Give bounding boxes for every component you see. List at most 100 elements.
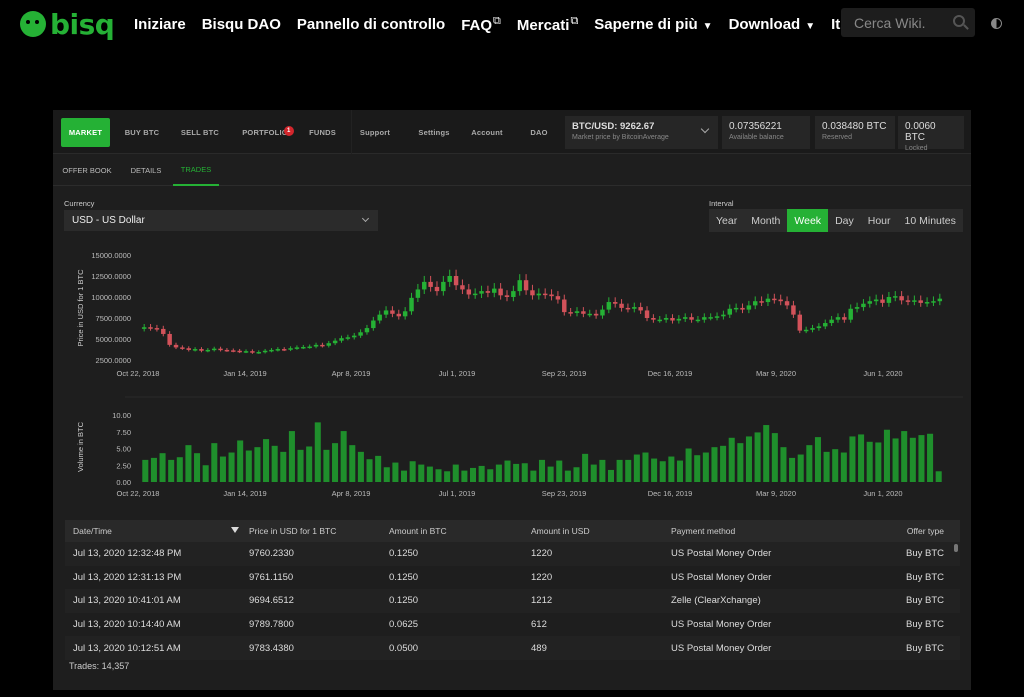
interval-week[interactable]: Week (787, 209, 829, 232)
candle (899, 296, 904, 301)
nav-item-mercati[interactable]: Mercati⧉ (517, 15, 578, 34)
interval-year[interactable]: Year (716, 214, 738, 227)
nav-item-iniziare[interactable]: Iniziare (134, 16, 186, 33)
column-header-amount-in-btc[interactable]: Amount in BTC (389, 526, 447, 536)
column-header-price-in-usd-for-1-btc[interactable]: Price in USD for 1 BTC (249, 526, 337, 536)
table-cell-payment-method: US Postal Money Order (671, 642, 772, 654)
volume-bar (633, 454, 640, 482)
interval-month[interactable]: Month (751, 214, 781, 227)
candle (657, 319, 662, 322)
candle (606, 302, 612, 310)
candle (275, 349, 281, 351)
table-row[interactable]: Jul 13, 2020 10:12:51 AM 9783.4380 0.0500 4… (65, 636, 960, 660)
nav-item-label: It (831, 15, 841, 33)
candle (536, 293, 542, 296)
bisq-logo[interactable]: bisq (20, 8, 115, 41)
volume-x-tick-label: Oct 22, 2018 (117, 489, 160, 498)
candle (199, 349, 204, 351)
volume-bar (659, 461, 666, 482)
nav-item-label: Bisqu DAO (201, 15, 281, 33)
tab-label: MARKET (68, 128, 103, 137)
volume-bar (150, 457, 157, 482)
table-row[interactable]: Jul 13, 2020 10:14:40 AM 9789.7800 0.0625 6… (65, 612, 960, 637)
tab-market[interactable]: MARKET (61, 118, 110, 147)
volume-bar (814, 437, 821, 482)
table-scrollbar[interactable] (954, 544, 958, 552)
volume-bar (909, 437, 916, 482)
volume-bar (521, 463, 528, 482)
nav-item-label: Saperne di più (594, 15, 698, 33)
chevron-down-icon (361, 214, 370, 223)
column-header-amount-in-usd[interactable]: Amount in USD (531, 526, 590, 536)
volume-bar (366, 459, 373, 482)
market-subtabs: OFFER BOOK DETAILS TRADES (53, 154, 971, 186)
tab-support[interactable]: Support (359, 118, 391, 147)
candle (364, 328, 370, 333)
interval-10-minutes[interactable]: 10 Minutes (904, 214, 956, 227)
volume-bar (513, 463, 520, 482)
candle (396, 313, 402, 317)
candle (313, 344, 319, 347)
candle (517, 280, 522, 292)
column-header-payment-method[interactable]: Payment method (671, 526, 736, 536)
tab-settings[interactable]: Settings (416, 118, 452, 147)
volume-y-tick-label: 2.50 (116, 461, 131, 470)
reserved-balance-label: Reserved (822, 134, 852, 141)
tab-portfolio[interactable]: PORTFOLIO 1 (231, 118, 299, 147)
volume-bar (375, 455, 382, 482)
theme-toggle-icon[interactable] (991, 18, 1002, 29)
tab-account[interactable]: Account (469, 118, 505, 147)
tab-sell-btc[interactable]: SELL BTC (172, 118, 228, 147)
interval-day[interactable]: Day (835, 214, 854, 227)
volume-bar (702, 452, 709, 482)
nav-item-download[interactable]: Download ▼ (729, 16, 816, 33)
external-link-icon: ⧉ (570, 14, 579, 27)
volume-y-tick-label: 7.50 (116, 428, 131, 437)
currency-select[interactable]: USD - US Dollar (64, 210, 378, 231)
price-selector[interactable]: BTC/USD: 9262.67 Market price by Bitcoin… (565, 116, 718, 149)
notification-badge: 1 (283, 126, 294, 136)
volume-bar (323, 449, 330, 482)
candle (581, 311, 586, 314)
volume-bar (401, 470, 408, 482)
locked-balance-value: 0.0060 BTC (905, 121, 936, 143)
tab-funds[interactable]: FUNDS (300, 118, 345, 147)
tab-buy-btc[interactable]: BUY BTC (114, 118, 170, 147)
subtab-trades[interactable]: TRADES (173, 154, 219, 186)
nav-item-pannello-di-controllo[interactable]: Pannello di controllo (297, 16, 445, 33)
column-header-offer-type[interactable]: Offer type (906, 526, 944, 536)
table-row[interactable]: Jul 13, 2020 12:31:13 PM 9761.1150 0.1250 1… (65, 565, 960, 590)
candle (772, 298, 777, 301)
locked-balance-label: Locked (905, 145, 928, 152)
volume-bar (599, 459, 606, 482)
candle (702, 317, 707, 320)
table-row[interactable]: Jul 13, 2020 10:41:01 AM 9694.6512 0.1250 1… (65, 589, 960, 613)
candle (823, 323, 828, 327)
candle (682, 317, 688, 319)
subtab-details[interactable]: DETAILS (130, 165, 162, 175)
toolbar-divider (351, 110, 352, 154)
column-header-date-time[interactable]: Date/Time (73, 526, 112, 536)
sort-descending-icon[interactable] (231, 527, 239, 533)
volume-bar (340, 431, 347, 482)
main-nav: Iniziare Bisqu DAO Pannello di controllo FA… (134, 0, 871, 48)
candle (810, 328, 815, 330)
candle (803, 329, 809, 332)
nav-item-saperne-di-pi[interactable]: Saperne di più ▼ (594, 16, 712, 33)
search-input[interactable]: Cerca Wiki. (841, 8, 975, 37)
price-x-tick-label: Sep 23, 2019 (542, 369, 587, 378)
table-row[interactable]: Jul 13, 2020 12:32:48 PM 9760.2330 0.1250 1… (65, 542, 960, 566)
caret-down-icon: ▼ (702, 20, 713, 32)
nav-item-faq[interactable]: FAQ⧉ (461, 15, 501, 34)
tab-dao[interactable]: DAO (524, 118, 554, 147)
table-cell-payment-method: US Postal Money Order (671, 571, 772, 583)
candle (466, 289, 472, 295)
price-x-tick-label: Jun 1, 2020 (863, 369, 902, 378)
candle (377, 314, 382, 321)
candle (600, 309, 605, 316)
subtab-offer-book[interactable]: OFFER BOOK (62, 165, 112, 175)
candle (797, 314, 803, 331)
volume-bar (564, 470, 571, 482)
interval-hour[interactable]: Hour (867, 214, 891, 227)
nav-item-bisqu-dao[interactable]: Bisqu DAO (202, 16, 281, 33)
